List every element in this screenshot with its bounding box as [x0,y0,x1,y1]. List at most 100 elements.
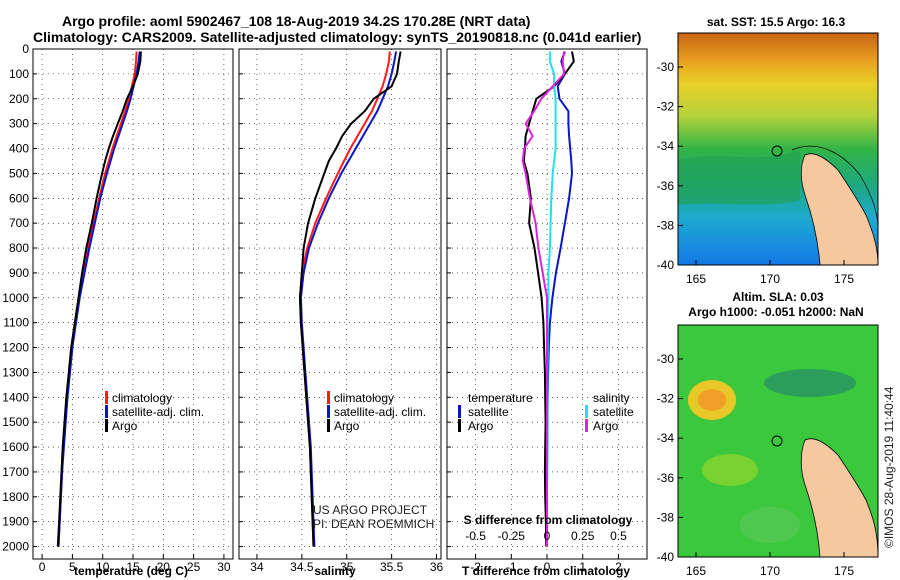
map-y-tick-label: -34 [657,139,675,153]
x-tick-label: 0 [544,560,551,574]
s-difference-tick-label: 0.5 [610,529,627,543]
header-line1: Argo profile: aoml 5902467_108 18-Aug-20… [62,13,530,29]
temperature-axis-label: temperature (deg C) [74,564,188,578]
map-x-tick-label: 175 [834,564,854,578]
series-difference-salinity-argo [521,51,566,547]
sla-anomaly-patch-2 [740,507,800,543]
depth-tick-label: 1400 [2,390,29,404]
depth-tick-label: 0 [22,42,29,56]
depth-tick-label: 500 [9,166,29,180]
x-tick-label: 0 [39,560,46,574]
sla-map-title-line2: Argo h1000: -0.051 h2000: NaN [688,305,863,319]
sst-map-title: sat. SST: 15.5 Argo: 16.3 [707,15,846,29]
map-y-tick-label: -32 [657,100,675,114]
legend-heading-temperature: temperature [468,391,533,405]
depth-tick-label: 800 [9,241,29,255]
depth-tick-label: 300 [9,117,29,131]
map-x-tick-label: 175 [834,272,854,286]
legend-label-climatology: climatology [334,391,394,405]
x-tick-label: -1 [506,560,517,574]
temperature-legend: climatology satellite-adj. clim. Argo [105,391,204,433]
series-salinity-argo [299,51,402,547]
legend-label-argo: Argo [112,419,138,433]
legend-label-satellite: satellite-adj. clim. [334,405,426,419]
sst-map [678,33,878,265]
credit-pi: PI: DEAN ROEMMICH [313,517,434,531]
s-difference-axis-label: S difference from climatology [464,513,633,527]
sla-map-frame [677,324,879,558]
depth-tick-label: 1100 [3,316,29,330]
sla-map [678,325,878,557]
legend-label-s-argo: Argo [593,419,619,433]
s-difference-tick-label: -0.5 [465,529,486,543]
x-tick-label: 34 [250,560,264,574]
x-tick-label: 35 [340,560,354,574]
map-x-tick-label: 170 [760,272,780,286]
sst-argo-location-marker [771,145,783,157]
map-y-tick-label: -32 [657,392,675,406]
depth-tick-label: 1300 [2,365,29,379]
x-tick-label: 36 [430,560,444,574]
x-tick-label: -2 [470,560,481,574]
depth-tick-label: 2000 [2,540,29,554]
sst-map-frame [677,32,879,266]
x-tick-label: 34.5 [290,560,314,574]
salinity-panel-frame [238,48,442,560]
x-tick-label: 30 [217,560,231,574]
map-y-tick-label: -36 [657,471,675,485]
legend-label-satellite: satellite-adj. clim. [112,405,204,419]
sla-low-anomaly [764,369,856,397]
s-difference-tick-label: -0.25 [498,529,526,543]
map-tick-layer: 165 170 175 -30 -32 -34 -36 -38 -40 165 170 175 -30 -… [657,60,855,578]
series-temperature-argo [56,51,142,547]
map-y-tick-label: -34 [657,431,675,445]
depth-tick-label: 1900 [2,515,29,529]
map-y-tick-label: -40 [657,550,675,564]
t-difference-axis-label: T difference from climatology [462,564,630,578]
depth-tick-label: 1200 [2,341,29,355]
series-salinity-climatology [299,51,391,547]
depth-tick-label: 700 [9,216,29,230]
difference-legend: temperature satellite Argo salinity sate… [458,391,634,433]
sst-land-shape [800,153,878,265]
legend-label-argo: Argo [334,419,360,433]
x-tick-label: 15 [126,560,140,574]
credit-project: US ARGO PROJECT [313,503,428,517]
x-tick-label: 2 [615,560,622,574]
s-difference-tick-label: 0 [544,529,551,543]
legend-swatch-argo [327,419,330,432]
salinity-legend: climatology satellite-adj. clim. Argo [327,391,426,433]
depth-tick-label: 900 [9,266,29,280]
legend-swatch-climatology [105,391,108,404]
x-tick-label: 5 [69,560,76,574]
legend-swatch-t-satellite [458,405,461,418]
legend-label-t-argo: Argo [468,419,494,433]
map-y-tick-label: -40 [657,258,675,272]
legend-swatch-t-argo [458,419,461,432]
legend-label-s-satellite: satellite [593,405,634,419]
series-difference-temperature-argo [522,51,575,547]
map-y-tick-label: -30 [657,352,675,366]
depth-tick-label: 1600 [2,440,29,454]
map-y-tick-label: -36 [657,179,675,193]
depth-tick-label: 1000 [2,291,29,305]
sla-land-shape [800,438,878,557]
depth-tick-label: 600 [9,191,29,205]
header-line2: Climatology: CARS2009. Satellite-adjuste… [33,29,641,45]
legend-swatch-argo [105,419,108,432]
depth-tick-label: 1700 [2,465,29,479]
sla-map-title-line1: Altim. SLA: 0.03 [732,290,824,304]
sla-argo-location-marker [771,435,783,447]
x-tick-label: 35.5 [380,560,404,574]
legend-swatch-satellite [327,405,330,418]
series-layer [56,51,575,547]
x-tick-label: 10 [96,560,110,574]
legend-swatch-climatology [327,391,330,404]
sst-band-shape [678,150,800,205]
legend-label-t-satellite: satellite [468,405,509,419]
map-x-tick-label: 165 [686,272,706,286]
map-x-tick-label: 165 [686,564,706,578]
sst-bathymetry-contour [791,145,878,240]
depth-tick-label: 1800 [2,490,29,504]
